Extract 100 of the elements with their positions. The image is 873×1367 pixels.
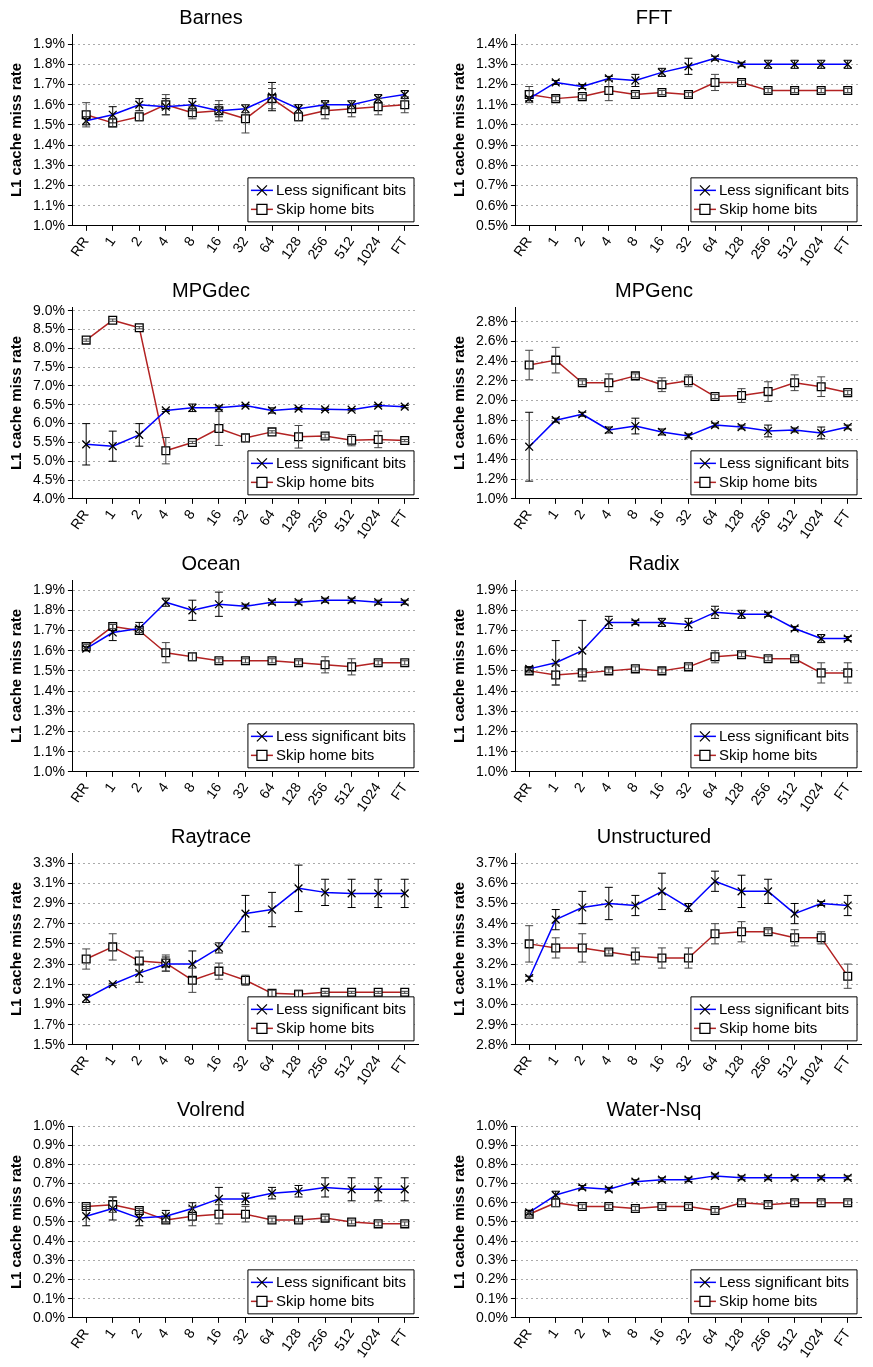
y-tick-label: 0.2%: [32, 1270, 65, 1287]
y-tick-label: 3.6%: [475, 874, 508, 891]
y-tick-label: 1.4%: [32, 135, 65, 152]
y-tick-label: 2.8%: [475, 1035, 508, 1052]
y-tick-label: 8.5%: [32, 320, 65, 337]
x-tick-label: 128: [277, 1052, 305, 1081]
x-tick-label: 512: [330, 233, 358, 262]
x-tick-label: 1: [100, 1325, 119, 1341]
y-tick-label: 1.0%: [32, 1116, 65, 1133]
x-tick-label: 512: [330, 1052, 358, 1081]
y-tick-label: 2.6%: [475, 332, 508, 349]
chart-title: MPGdec: [172, 278, 250, 301]
y-tick-label: 1.0%: [475, 489, 508, 506]
x-tick-label: 8: [623, 506, 642, 522]
x-tick-label: FT: [387, 506, 411, 530]
y-tick-label: 1.6%: [475, 641, 508, 658]
x-tick-label: 256: [747, 779, 774, 808]
y-tick-label: 1.5%: [32, 661, 65, 678]
x-tick-label: 1: [543, 233, 562, 249]
y-tick-label: 1.0%: [32, 216, 65, 233]
x-tick-label: 1: [543, 1052, 562, 1068]
x-tick-label: 16: [202, 1052, 225, 1075]
y-tick-label: 1.8%: [32, 55, 65, 72]
x-tick-label: FT: [387, 779, 411, 803]
x-tick-label: 1: [100, 506, 119, 522]
x-tick-label: 256: [304, 779, 331, 808]
x-tick-label: 128: [720, 1052, 748, 1081]
y-tick-label: 0.1%: [32, 1289, 65, 1306]
x-tick-label: 2: [570, 779, 589, 795]
y-tick-label: 1.0%: [32, 762, 65, 779]
x-tick-label: FT: [830, 1325, 854, 1349]
y-tick-label: 1.0%: [475, 762, 508, 779]
x-tick-label: 2: [127, 233, 146, 249]
x-tick-label: 256: [304, 1052, 331, 1081]
x-tick-label: 32: [229, 506, 252, 529]
y-tick-label: 1.3%: [475, 55, 508, 72]
y-tick-label: 1.5%: [32, 1035, 65, 1052]
y-tick-label: 0.4%: [475, 1231, 508, 1248]
x-tick-label: 4: [596, 779, 615, 795]
x-tick-label: 4: [153, 233, 172, 249]
legend-label: Less significant bits: [275, 727, 407, 745]
chart-title: Barnes: [179, 5, 243, 28]
chart-title: Radix: [628, 551, 680, 574]
legend-label: Less significant bits: [275, 1000, 407, 1018]
x-tick-label: 64: [255, 233, 278, 256]
x-tick-label: FT: [830, 506, 854, 530]
y-tick-label: 1.2%: [32, 722, 65, 739]
x-tick-label: 8: [623, 779, 642, 795]
y-tick-label: 1.3%: [475, 702, 508, 719]
y-tick-label: 0.8%: [32, 1155, 65, 1172]
x-tick-label: RR: [510, 1052, 535, 1079]
y-tick-label: 1.7%: [32, 621, 65, 638]
x-tick-label: RR: [510, 1325, 535, 1352]
x-tick-label: 1: [100, 779, 119, 795]
x-tick-label: 8: [623, 233, 642, 249]
y-tick-label: 6.0%: [32, 414, 65, 431]
x-tick-label: 1: [100, 1052, 119, 1068]
legend-label: Skip home bits: [275, 746, 375, 764]
y-tick-label: 1.4%: [475, 34, 508, 51]
x-tick-label: FT: [830, 1052, 854, 1076]
x-tick-label: RR: [67, 233, 92, 260]
y-tick-label: 1.2%: [475, 722, 508, 739]
x-tick-label: 512: [773, 1052, 801, 1081]
y-tick-label: 1.2%: [32, 176, 65, 193]
chart-title: Volrend: [177, 1097, 245, 1120]
x-tick-label: 2: [127, 1325, 146, 1341]
x-tick-label: 8: [180, 506, 199, 522]
y-tick-label: 1.8%: [475, 601, 508, 618]
y-axis-title: L1 cache miss rate: [450, 608, 468, 744]
y-tick-label: 0.3%: [32, 1251, 65, 1268]
y-tick-label: 0.0%: [475, 1308, 508, 1325]
y-tick-label: 3.1%: [475, 975, 508, 992]
x-tick-label: 16: [202, 233, 225, 256]
y-axis-title: L1 cache miss rate: [7, 335, 25, 471]
x-tick-label: 256: [304, 506, 331, 535]
legend-label: Less significant bits: [718, 727, 850, 745]
chart-title: Unstructured: [596, 824, 712, 847]
x-tick-label: 2: [570, 1325, 589, 1341]
legend-label: Skip home bits: [718, 1019, 818, 1037]
legend-label: Less significant bits: [718, 1273, 850, 1291]
y-tick-label: 0.6%: [475, 196, 508, 213]
x-tick-label: FT: [830, 233, 854, 257]
y-tick-label: 2.9%: [32, 894, 65, 911]
x-tick-label: 1: [543, 779, 562, 795]
x-tick-label: 64: [698, 779, 721, 802]
x-tick-label: 16: [645, 1052, 668, 1075]
x-tick-label: 2: [127, 779, 146, 795]
y-tick-label: 2.7%: [32, 914, 65, 931]
x-tick-label: RR: [67, 1052, 92, 1079]
y-tick-label: 1.1%: [475, 95, 508, 112]
x-tick-label: 128: [720, 233, 748, 262]
x-tick-label: 4: [596, 1325, 615, 1341]
x-tick-label: 2: [127, 1052, 146, 1068]
y-tick-label: 3.3%: [475, 934, 508, 951]
x-tick-label: 4: [596, 233, 615, 249]
x-tick-label: RR: [67, 1325, 92, 1352]
x-tick-label: 256: [747, 233, 774, 262]
y-tick-label: 0.8%: [475, 1155, 508, 1172]
x-tick-label: 32: [229, 1052, 252, 1075]
x-tick-label: RR: [67, 779, 92, 806]
